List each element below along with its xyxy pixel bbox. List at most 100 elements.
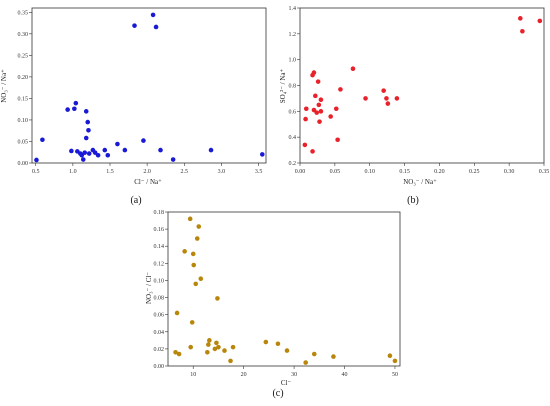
data-point: [153, 24, 159, 30]
data-point: [328, 114, 333, 119]
y-tick-label: 0.08: [154, 296, 165, 302]
data-point: [82, 150, 88, 155]
data-point: [187, 216, 193, 222]
x-tick-label: 30: [291, 372, 297, 378]
data-point: [212, 346, 218, 352]
data-point: [115, 141, 120, 147]
x-tick-label: 0.05: [330, 169, 341, 175]
x-tick-label: 40: [342, 372, 348, 378]
y-tick-label: 0.4: [289, 135, 297, 141]
y-axis-label: NO₃⁻ / Na⁺: [0, 69, 8, 103]
x-tick-label: 0.35: [539, 169, 550, 175]
y-tick-label: 0.05: [18, 139, 29, 145]
x-tick-label: 0.15: [399, 169, 410, 175]
data-point: [79, 152, 85, 158]
y-tick-label: 0.25: [18, 53, 29, 59]
data-point: [80, 157, 86, 162]
x-axis-label: Cl⁻ / Na⁺: [134, 178, 162, 186]
data-point: [259, 152, 265, 157]
data-point: [350, 66, 356, 72]
data-point: [384, 96, 389, 101]
data-point: [86, 151, 92, 156]
data-point: [196, 224, 202, 229]
data-point: [310, 149, 315, 154]
x-axis-label: NO₃⁻ / Na⁺: [403, 178, 437, 186]
data-point: [303, 116, 308, 122]
panel-caption: (a): [130, 195, 141, 206]
data-point: [206, 342, 211, 347]
y-tick-label: 0.35: [18, 10, 29, 16]
data-point: [318, 97, 324, 103]
data-point: [190, 251, 196, 257]
data-point: [182, 249, 187, 254]
data-point: [85, 119, 91, 125]
data-point: [263, 339, 269, 345]
data-point: [72, 106, 77, 112]
data-point: [176, 351, 182, 357]
data-point: [317, 119, 322, 124]
y-tick-label: 1.0: [289, 58, 297, 64]
x-tick-label: 0.10: [364, 169, 375, 175]
data-point: [208, 147, 214, 153]
data-point: [313, 93, 318, 99]
data-point: [34, 157, 39, 163]
data-point: [230, 344, 236, 350]
data-point: [40, 137, 45, 143]
x-tick-label: 0.30: [504, 169, 515, 175]
data-point: [174, 310, 180, 316]
x-tick-label: 3.5: [255, 169, 263, 175]
panel-caption: (b): [407, 195, 419, 206]
y-tick-label: 0.02: [154, 347, 165, 353]
data-point: [284, 348, 290, 353]
data-point: [311, 70, 317, 75]
x-tick-label: 1.0: [69, 169, 77, 175]
y-tick-label: 0.30: [18, 32, 29, 38]
data-point: [141, 138, 146, 143]
x-axis-label: Cl⁻: [281, 379, 292, 387]
data-point: [83, 109, 89, 114]
x-tick-label: 1.5: [106, 169, 114, 175]
y-tick-label: 0.20: [18, 75, 29, 81]
data-point: [188, 344, 193, 350]
y-tick-label: 1.4: [289, 6, 297, 12]
data-point: [69, 148, 74, 154]
data-point: [214, 340, 219, 346]
data-point: [338, 87, 343, 92]
data-point: [86, 127, 91, 133]
y-tick-label: 0.10: [154, 278, 165, 284]
data-point: [331, 354, 336, 359]
data-point: [73, 100, 79, 106]
y-tick-label: 0.04: [154, 330, 165, 336]
data-point: [191, 262, 197, 268]
data-point: [222, 348, 227, 353]
data-point: [150, 12, 156, 18]
data-point: [314, 110, 320, 115]
data-point: [189, 320, 195, 325]
y-tick-label: 1.2: [289, 32, 297, 38]
x-tick-label: 0.25: [469, 169, 480, 175]
data-point: [392, 358, 398, 364]
data-point: [65, 107, 70, 112]
data-point: [170, 157, 176, 162]
y-tick-label: 0.00: [154, 364, 165, 370]
data-point: [363, 96, 368, 101]
data-point: [537, 18, 543, 24]
x-tick-label: 2.5: [181, 169, 189, 175]
data-point: [335, 137, 340, 143]
data-point: [105, 152, 111, 158]
data-point: [95, 152, 101, 158]
y-tick-label: 0.6: [289, 109, 297, 115]
data-point: [315, 79, 321, 84]
data-point: [385, 101, 391, 106]
y-tick-label: 0.06: [154, 313, 165, 319]
data-point: [517, 16, 523, 21]
y-tick-label: 0.00: [18, 161, 29, 167]
data-point: [394, 96, 400, 101]
x-tick-label: 2.0: [143, 169, 151, 175]
data-point: [122, 147, 128, 153]
data-point: [303, 106, 309, 112]
y-tick-label: 0.16: [154, 227, 165, 233]
data-point: [198, 276, 204, 282]
data-point: [216, 344, 221, 350]
x-tick-label: 3.0: [218, 169, 226, 175]
